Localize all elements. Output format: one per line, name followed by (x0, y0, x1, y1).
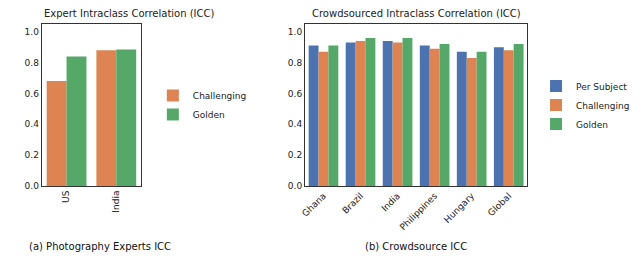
svg-text:0.8: 0.8 (25, 58, 40, 68)
svg-text:(b) Crowdsource ICC: (b) Crowdsource ICC (365, 241, 467, 252)
svg-text:Expert Intraclass Correlation: Expert Intraclass Correlation (ICC) (44, 8, 215, 19)
svg-text:Philippines: Philippines (398, 191, 440, 233)
svg-text:1.0: 1.0 (288, 27, 303, 37)
svg-text:0.8: 0.8 (288, 58, 303, 68)
svg-text:Challenging: Challenging (576, 101, 629, 111)
svg-text:Global: Global (486, 191, 513, 218)
svg-text:Golden: Golden (193, 110, 225, 120)
svg-text:0.4: 0.4 (25, 119, 40, 129)
svg-text:US: US (61, 190, 71, 203)
svg-text:(a) Photography Experts ICC: (a) Photography Experts ICC (29, 241, 171, 252)
svg-text:India: India (111, 191, 121, 213)
svg-text:Per Subject: Per Subject (576, 82, 627, 92)
svg-text:India: India (379, 191, 402, 214)
svg-text:0.2: 0.2 (25, 150, 39, 160)
svg-text:0.6: 0.6 (25, 89, 40, 99)
svg-text:1.0: 1.0 (25, 27, 40, 37)
svg-text:0.2: 0.2 (288, 150, 302, 160)
svg-text:0.0: 0.0 (25, 181, 40, 191)
svg-text:Crowdsourced Intraclass Correl: Crowdsourced Intraclass Correlation (ICC… (312, 8, 521, 19)
svg-text:0.6: 0.6 (288, 89, 303, 99)
svg-text:0.0: 0.0 (288, 181, 303, 191)
svg-text:0.4: 0.4 (288, 119, 303, 129)
svg-text:Brazil: Brazil (340, 191, 365, 216)
svg-text:Ghana: Ghana (300, 191, 328, 219)
svg-text:Challenging: Challenging (193, 91, 246, 101)
svg-text:Golden: Golden (576, 120, 608, 130)
svg-text:Hungary: Hungary (442, 190, 477, 225)
